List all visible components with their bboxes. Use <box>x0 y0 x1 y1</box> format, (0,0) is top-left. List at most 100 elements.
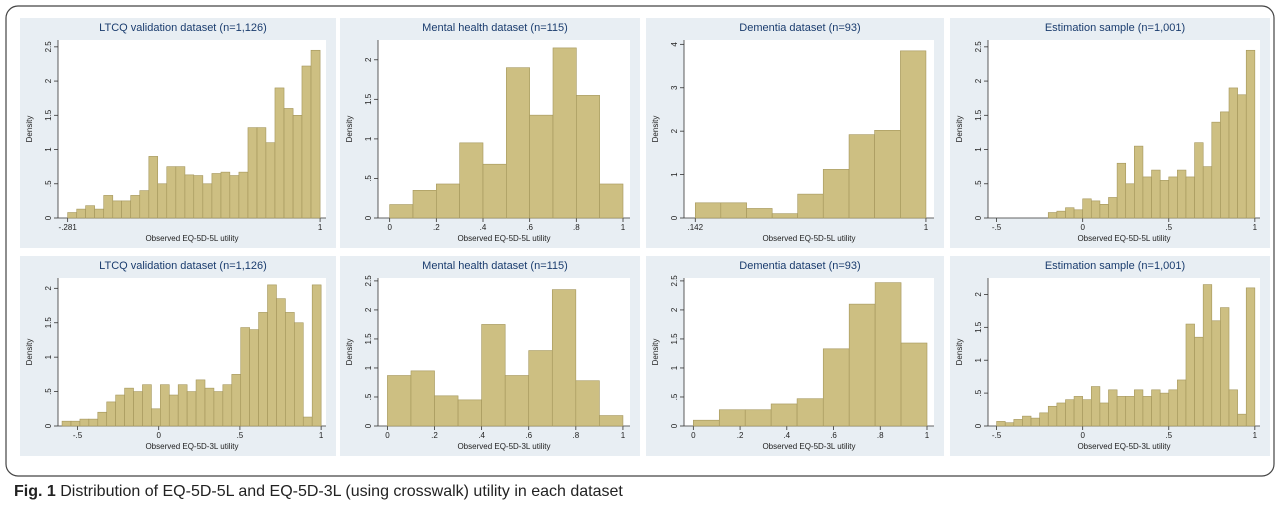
bar <box>1073 396 1083 427</box>
bar <box>1220 111 1230 219</box>
bar <box>302 416 313 427</box>
x-tick-label: 1 <box>318 223 323 232</box>
bar <box>204 387 215 427</box>
bar <box>311 284 322 427</box>
y-tick-label: 2.5 <box>670 275 679 287</box>
bar <box>1202 166 1213 219</box>
bar <box>106 401 116 427</box>
y-tick-label: 0 <box>364 215 373 220</box>
y-tick-label: 2.5 <box>44 41 53 53</box>
bar <box>139 190 150 219</box>
bar <box>504 375 530 427</box>
bar <box>67 212 78 219</box>
bar <box>240 327 250 427</box>
bar <box>193 175 204 219</box>
bar <box>874 130 901 219</box>
y-tick-label: 4 <box>670 42 679 47</box>
bar <box>148 156 159 219</box>
bar <box>457 399 482 427</box>
bar <box>1082 198 1092 219</box>
bar <box>1047 212 1058 219</box>
y-tick-label: 2.5 <box>364 275 373 287</box>
panel: Estimation sample (n=1,001) 0 .5 1 1.5 2 -.5 0.… <box>950 256 1270 456</box>
bar <box>1056 210 1066 219</box>
y-tick-label: 1.5 <box>974 109 983 121</box>
bar <box>551 289 577 427</box>
x-tick-label: .4 <box>783 431 790 440</box>
bar <box>796 398 824 427</box>
bar <box>797 193 824 219</box>
x-tick-label: .8 <box>573 223 580 232</box>
bar <box>1228 389 1238 427</box>
x-tick-label: .6 <box>830 431 837 440</box>
x-tick-label: .4 <box>480 223 487 232</box>
bar <box>1194 142 1204 219</box>
x-tick-label: 1 <box>1253 223 1258 232</box>
x-tick-label: .2 <box>737 431 744 440</box>
caption-text: Distribution of EQ-5D-5L and EQ-5D-3L (u… <box>60 483 623 500</box>
bar <box>157 183 168 219</box>
bar <box>770 403 798 427</box>
bar <box>1125 396 1135 427</box>
bar <box>94 208 105 219</box>
x-tick-label: .5 <box>237 431 244 440</box>
bar <box>195 379 206 427</box>
panel-title: Dementia dataset (n=93) <box>739 22 860 34</box>
bar <box>1177 169 1187 219</box>
bar <box>1211 121 1221 219</box>
bar <box>1090 200 1101 219</box>
bar <box>693 419 720 427</box>
bar <box>184 174 195 219</box>
y-tick-label: 2 <box>974 78 983 83</box>
x-axis-label: Observed EQ-5D-3L utility <box>457 442 550 451</box>
y-tick-label: .5 <box>44 388 53 395</box>
bar <box>258 312 268 427</box>
x-tick-label: .5 <box>1165 431 1172 440</box>
bar <box>276 298 286 427</box>
y-axis-label: Density <box>955 116 964 143</box>
y-tick-label: .5 <box>974 180 983 187</box>
x-tick-label: 0 <box>1080 431 1085 440</box>
y-tick-label: 1.5 <box>44 109 53 121</box>
y-tick-label: 2 <box>670 307 679 312</box>
bar <box>410 370 435 427</box>
y-tick-label: 1 <box>670 365 679 370</box>
bar <box>389 204 414 219</box>
x-tick-label: -.5 <box>992 223 1002 232</box>
x-axis-label: Observed EQ-5D-5L utility <box>762 234 855 243</box>
bar <box>238 171 249 219</box>
bar <box>175 166 186 219</box>
bar <box>115 394 125 427</box>
y-tick-label: 0 <box>974 423 983 428</box>
bar <box>1073 209 1083 219</box>
bar <box>1220 307 1230 427</box>
bar <box>1245 287 1256 427</box>
y-tick-label: 2 <box>44 78 53 83</box>
bar <box>294 322 304 427</box>
x-tick-label: .2 <box>431 431 438 440</box>
x-tick-label: -.5 <box>73 431 83 440</box>
bar <box>1065 207 1075 219</box>
bar <box>151 408 161 427</box>
y-axis-label: Density <box>955 339 964 366</box>
bar <box>1159 180 1170 219</box>
bar <box>1022 415 1032 427</box>
bar <box>168 394 179 427</box>
y-tick-label: 1 <box>44 354 53 359</box>
bar <box>1237 94 1247 219</box>
bar <box>229 175 240 219</box>
y-tick-label: 1 <box>364 136 373 141</box>
panel: LTCQ validation dataset (n=1,126) 0 .5 1 1.5… <box>20 18 336 248</box>
x-tick-label: -.5 <box>992 431 1002 440</box>
bar <box>1211 320 1221 427</box>
x-tick-label: 1 <box>621 223 626 232</box>
x-tick-label: 0 <box>691 431 696 440</box>
x-tick-label: .2 <box>433 223 440 232</box>
bar <box>436 183 460 219</box>
bar <box>1047 405 1058 427</box>
y-tick-label: .5 <box>44 180 53 187</box>
caption-label: Fig. 1 <box>14 483 56 500</box>
bar <box>1237 413 1247 427</box>
